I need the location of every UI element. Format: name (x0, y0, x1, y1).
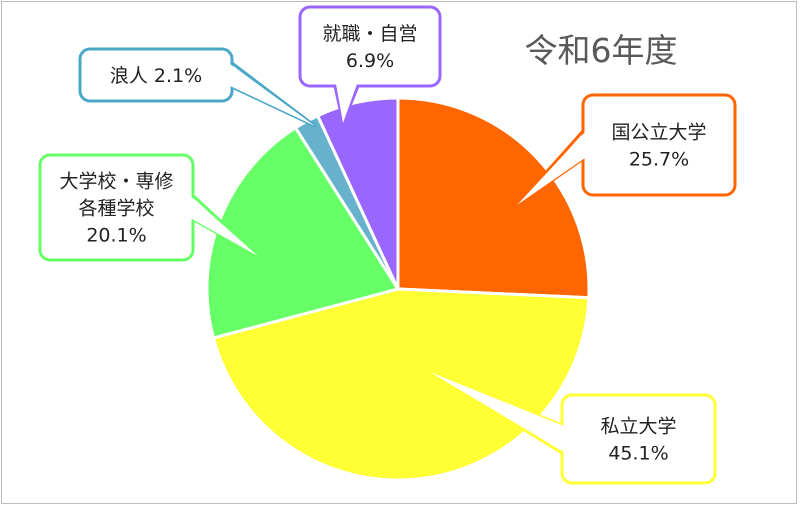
slice-callout: 就職・自営 6.9% (298, 5, 442, 125)
slice-callout: 浪人 2.1% (78, 47, 317, 128)
slice-callout: 私立大学 45.1% (428, 370, 717, 485)
callout-box (581, 93, 737, 197)
slice-label: 各種学校 (78, 198, 154, 220)
pie-slice (211, 287, 591, 482)
chart-title: 令和6年度 (525, 31, 678, 70)
slice-label: 浪人 2.1% (110, 65, 202, 87)
callout-box (298, 5, 442, 88)
slice-label: 45.1% (608, 443, 668, 465)
slice-label: 6.9% (346, 50, 394, 72)
slice-label: 20.1% (86, 225, 146, 247)
slice-label: 25.7% (629, 149, 689, 171)
callout-box (560, 393, 717, 485)
slice-label: 私立大学 (600, 416, 676, 438)
slice-label: 大学校・専修 (59, 171, 173, 193)
slice-label: 就職・自営 (322, 23, 417, 45)
slice-label: 国公立大学 (611, 122, 706, 144)
pie-slice (396, 96, 591, 300)
pie-slice (315, 96, 400, 290)
slice-callout: 国公立大学 25.7% (515, 93, 737, 207)
